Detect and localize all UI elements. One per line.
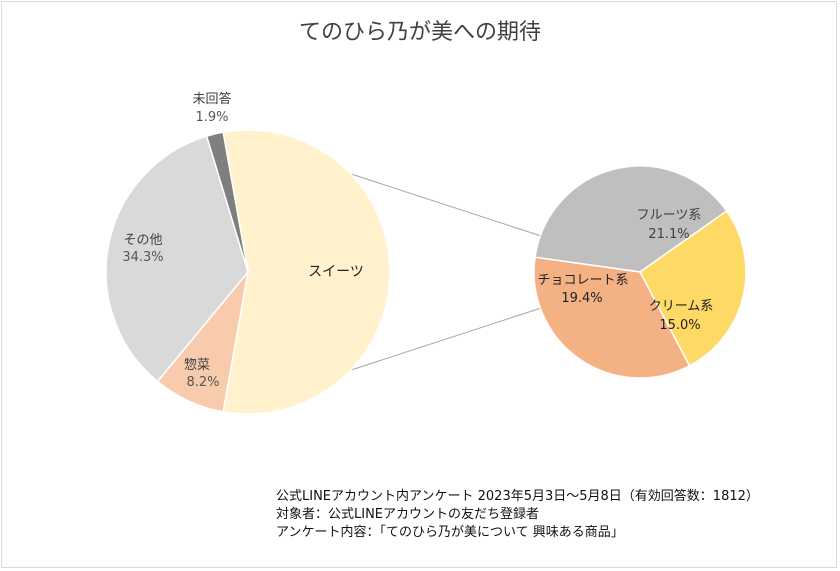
value-fruit: 21.1% <box>648 227 689 242</box>
label-other: その他 <box>123 233 162 248</box>
value-noanswer: 1.9% <box>195 110 228 125</box>
label-cream: クリーム系 <box>649 299 714 314</box>
label-souzai: 惣菜 <box>184 358 210 373</box>
slice-cream <box>639 209 747 367</box>
value-cream: 15.0% <box>659 318 700 333</box>
survey-footnote: 公式LINEアカウント内アンケート 2023年5月3日～5月8日（有効回答数：1… <box>276 488 759 542</box>
chart-title: てのひら乃が美への期待 <box>298 20 541 45</box>
value-other: 34.3% <box>122 250 163 265</box>
slice-other <box>105 135 249 383</box>
label-sweets: スイーツ <box>308 264 364 280</box>
slice-noanswer <box>205 131 249 273</box>
footnote-content-line: アンケート内容：「てのひら乃が美について 興味ある商品」 <box>276 525 624 540</box>
label-fruit: フルーツ系 <box>637 208 702 223</box>
label-noanswer: 未回答 <box>192 91 231 107</box>
footnote-survey-line: 公式LINEアカウント内アンケート 2023年5月3日～5月8日（有効回答数：1… <box>276 489 759 504</box>
label-chocolate: チョコレート系 <box>537 273 628 288</box>
slice-fruit <box>534 165 728 273</box>
footnote-target-line: 対象者：公式LINEアカウントの友だち登録者 <box>276 507 540 522</box>
value-souzai: 8.2% <box>186 375 219 390</box>
slice-chocolate <box>533 256 691 379</box>
slice-sweets <box>222 129 391 415</box>
value-chocolate: 19.4% <box>561 291 602 306</box>
